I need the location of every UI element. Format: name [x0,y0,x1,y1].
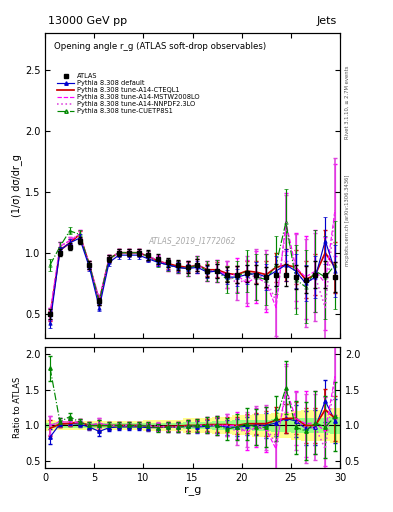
Bar [261,420,271,431]
Bar [84,421,94,430]
Bar [310,418,320,433]
Bar [261,414,271,437]
Bar [55,421,65,430]
Bar [94,421,104,430]
Text: Jets: Jets [317,16,337,26]
Bar [55,423,65,428]
Bar [252,420,261,431]
Text: mcplots.cern.ch [arXiv:1306.3436]: mcplots.cern.ch [arXiv:1306.3436] [345,175,350,266]
Y-axis label: Ratio to ATLAS: Ratio to ATLAS [13,377,22,438]
Bar [163,420,173,431]
Bar [45,422,55,429]
Bar [232,420,242,431]
Bar [183,418,193,433]
Bar [143,422,153,429]
Bar [124,421,134,430]
Text: 13000 GeV pp: 13000 GeV pp [48,16,127,26]
Bar [242,415,252,436]
Bar [183,422,193,429]
Bar [202,418,212,433]
Bar [232,415,242,436]
Bar [320,410,330,441]
Bar [75,423,84,428]
Legend: ATLAS, Pythia 8.308 default, Pythia 8.308 tune-A14-CTEQL1, Pythia 8.308 tune-A14: ATLAS, Pythia 8.308 default, Pythia 8.30… [57,73,200,114]
Bar [271,413,281,438]
Text: Opening angle r_g (ATLAS soft-drop observables): Opening angle r_g (ATLAS soft-drop obser… [54,42,266,51]
Bar [75,421,84,430]
Bar [163,422,173,429]
Bar [202,422,212,429]
Bar [212,421,222,430]
Bar [310,410,320,441]
Bar [301,418,310,433]
Bar [320,418,330,433]
Bar [291,411,301,440]
Bar [114,421,124,430]
Bar [173,422,183,429]
Bar [134,423,143,428]
Bar [65,423,75,428]
Bar [193,422,202,429]
Y-axis label: (1/σ) dσ/dr_g: (1/σ) dσ/dr_g [11,154,22,217]
Bar [104,421,114,430]
Bar [222,421,232,430]
Bar [65,421,75,430]
Bar [193,418,202,433]
Bar [281,413,291,438]
Bar [330,408,340,443]
Bar [104,423,114,428]
Bar [301,410,310,441]
Bar [212,417,222,434]
Bar [291,418,301,433]
Bar [124,423,134,428]
Bar [134,421,143,430]
Text: Rivet 3.1.10, ≥ 2.7M events: Rivet 3.1.10, ≥ 2.7M events [345,66,350,139]
Bar [143,420,153,431]
Bar [94,423,104,428]
Bar [45,420,55,431]
Bar [153,422,163,429]
Bar [153,420,163,431]
Bar [281,419,291,432]
Text: ATLAS_2019_I1772062: ATLAS_2019_I1772062 [149,236,236,245]
Bar [242,420,252,431]
Bar [252,414,261,437]
Bar [173,420,183,431]
Bar [330,417,340,434]
Bar [114,423,124,428]
Bar [222,417,232,434]
X-axis label: r_g: r_g [184,486,201,496]
Bar [271,419,281,432]
Bar [84,423,94,428]
